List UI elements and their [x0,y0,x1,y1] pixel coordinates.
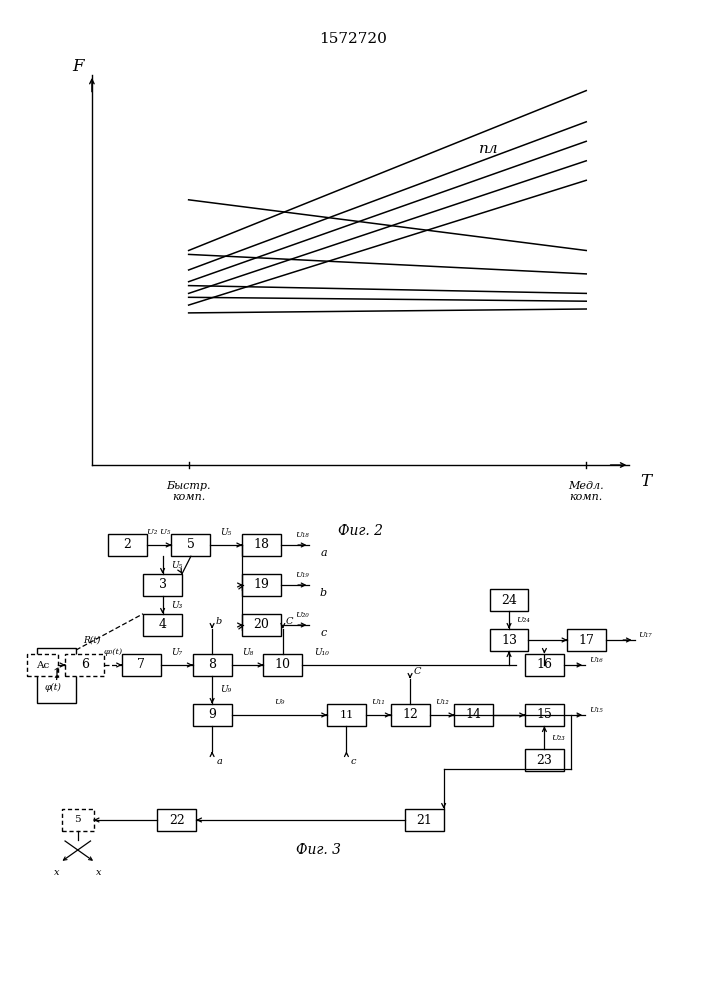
FancyBboxPatch shape [242,614,281,636]
Text: a: a [320,548,327,558]
Text: 10: 10 [275,658,291,672]
Text: C: C [414,667,421,676]
FancyBboxPatch shape [108,534,147,556]
FancyBboxPatch shape [242,574,281,596]
FancyBboxPatch shape [192,654,232,676]
Text: U₇: U₇ [171,648,182,657]
Text: U₂ U₅: U₂ U₅ [147,528,171,536]
Text: 24: 24 [501,593,517,606]
FancyBboxPatch shape [404,809,444,831]
Text: x: x [54,868,59,877]
Text: 8: 8 [208,658,216,672]
Text: φ₀(t): φ₀(t) [103,648,123,656]
Text: Фиг. 3: Фиг. 3 [296,843,341,857]
Text: U₃: U₃ [171,600,182,609]
Text: 18: 18 [254,538,269,552]
Text: U₂₃: U₂₃ [551,734,566,742]
Text: 1: 1 [52,668,61,682]
Text: U₁₆: U₁₆ [589,656,602,664]
FancyBboxPatch shape [489,629,529,651]
FancyBboxPatch shape [264,654,303,676]
Text: 15: 15 [537,708,552,722]
Text: c: c [320,628,327,638]
FancyBboxPatch shape [157,809,197,831]
Text: Быстр.
комп.: Быстр. комп. [166,481,211,502]
FancyBboxPatch shape [122,654,161,676]
Text: Ac: Ac [36,660,49,670]
FancyBboxPatch shape [489,589,529,611]
Text: Фиг. 2: Фиг. 2 [338,524,383,538]
Text: 9: 9 [208,708,216,722]
Text: 13: 13 [501,634,517,647]
FancyBboxPatch shape [62,809,93,831]
Text: U₁₅: U₁₅ [589,706,602,714]
FancyBboxPatch shape [192,704,232,726]
FancyBboxPatch shape [242,534,281,556]
FancyBboxPatch shape [525,654,564,676]
Text: U₉: U₉ [221,686,232,694]
Text: 11: 11 [339,710,354,720]
Text: 5: 5 [74,816,81,824]
FancyBboxPatch shape [568,629,607,651]
Text: 22: 22 [169,814,185,826]
Text: C: C [286,617,293,626]
Text: U₁₈: U₁₈ [296,531,309,539]
Text: U₁₉: U₁₉ [296,571,309,579]
Text: 19: 19 [254,578,269,591]
Text: b: b [320,587,327,597]
FancyBboxPatch shape [172,534,211,556]
Text: U₅: U₅ [221,528,232,537]
Text: U₉: U₉ [274,698,284,706]
FancyBboxPatch shape [27,654,58,676]
Text: U₂₄: U₂₄ [516,616,530,624]
Text: U₁₀: U₁₀ [314,648,329,657]
Text: 17: 17 [579,634,595,647]
Text: 7: 7 [137,658,146,672]
FancyBboxPatch shape [144,614,182,636]
Text: Медл.
комп.: Медл. комп. [568,481,604,502]
FancyBboxPatch shape [455,704,493,726]
Text: 3: 3 [158,578,167,591]
Text: U₁₁: U₁₁ [371,698,385,706]
Text: U₂₀: U₂₀ [296,611,309,619]
FancyBboxPatch shape [390,704,430,726]
Text: 21: 21 [416,814,432,826]
Text: U₈: U₈ [242,648,253,657]
Text: 6: 6 [81,658,89,672]
FancyBboxPatch shape [144,574,182,596]
Text: U₁₇: U₁₇ [638,631,652,639]
Text: 20: 20 [254,618,269,632]
Text: R(t): R(t) [83,636,100,645]
Text: 2: 2 [123,538,132,552]
Text: 12: 12 [402,708,418,722]
FancyBboxPatch shape [37,648,76,702]
Text: c: c [351,757,356,766]
Text: U₁₂: U₁₂ [435,698,449,706]
FancyBboxPatch shape [525,749,564,771]
Text: a: a [216,757,222,766]
Text: b: b [216,617,222,626]
Text: 16: 16 [537,658,552,672]
Text: пл: пл [479,142,498,156]
FancyBboxPatch shape [525,704,564,726]
FancyBboxPatch shape [327,704,366,726]
Text: 1572720: 1572720 [320,32,387,46]
Text: T: T [640,473,651,490]
Text: F: F [73,58,84,75]
Text: U₅: U₅ [171,560,182,570]
Text: 14: 14 [466,708,481,722]
Text: 5: 5 [187,538,195,552]
FancyBboxPatch shape [66,654,105,676]
Text: φ(t): φ(t) [45,683,62,692]
Text: x: x [96,868,102,877]
Text: 4: 4 [158,618,167,632]
Text: 23: 23 [537,754,552,766]
